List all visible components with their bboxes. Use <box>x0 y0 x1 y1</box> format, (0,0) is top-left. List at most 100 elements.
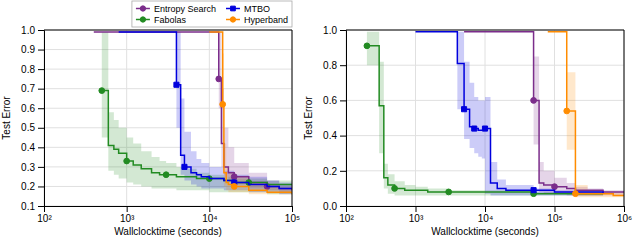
legend-label: Entropy Search <box>154 4 216 14</box>
marker <box>472 126 477 131</box>
grid-line <box>44 69 292 70</box>
tick-label: 0.6 <box>21 103 35 114</box>
line <box>367 46 603 194</box>
panel: 10²10³10⁴10⁵10⁶0.00.20.40.60.81.0Wallclo… <box>303 25 632 237</box>
tick: 0.6 <box>21 103 44 114</box>
tick-label: 0.1 <box>21 201 35 212</box>
marker <box>231 174 237 180</box>
marker <box>552 184 558 190</box>
legend-symbol <box>140 17 145 22</box>
marker <box>220 101 226 107</box>
tick-label: 10⁵ <box>285 213 300 224</box>
legend: Entropy SearchFabolasMTBOHyperband <box>132 1 292 27</box>
grid-line <box>624 30 625 206</box>
marker <box>482 126 487 131</box>
tick-label: 0.2 <box>323 166 337 177</box>
tick-label: 1.0 <box>323 25 337 36</box>
tick: 1.0 <box>21 25 44 36</box>
tick-mark <box>38 108 44 109</box>
marker <box>364 43 370 49</box>
tick: 0.9 <box>21 44 44 55</box>
line <box>119 32 292 188</box>
marker <box>573 191 579 197</box>
tick-label: 0.8 <box>21 64 35 75</box>
legend-item: Entropy Search <box>136 4 216 14</box>
tick-mark <box>485 206 486 212</box>
axis: 0.10.20.30.40.50.60.70.80.91.0 <box>21 25 44 212</box>
chart-root: 10²10³10⁴10⁵0.10.20.30.40.50.60.70.80.91… <box>0 0 640 240</box>
legend-label: Hyperband <box>244 15 288 25</box>
marker <box>531 188 536 193</box>
tick-mark <box>38 167 44 168</box>
tick: 10² <box>37 206 52 224</box>
tick-label: 10² <box>339 213 354 224</box>
tick-mark <box>38 147 44 148</box>
legend-symbol <box>230 17 235 22</box>
tick: 0.1 <box>21 201 44 212</box>
tick-mark <box>340 30 346 31</box>
tick-mark <box>38 69 44 70</box>
axis-line <box>347 207 625 213</box>
tick-mark <box>38 50 44 51</box>
legend-item: Hyperband <box>226 15 288 25</box>
grid-line <box>44 127 292 128</box>
marker <box>231 184 237 190</box>
tick-mark <box>38 186 44 187</box>
tick: 0.3 <box>21 162 44 173</box>
tick-mark <box>38 128 44 129</box>
grid-line <box>346 65 624 66</box>
tick-mark <box>555 206 556 212</box>
x-axis-title: Wallclocktime (seconds) <box>114 226 221 237</box>
tick: 0.2 <box>323 166 346 177</box>
tick: 10⁴ <box>478 206 493 224</box>
tick-label: 0.5 <box>21 122 35 133</box>
line <box>464 32 624 192</box>
marker <box>392 186 398 192</box>
frame-line <box>44 30 292 31</box>
band <box>367 32 603 196</box>
grid-line <box>44 49 292 50</box>
tick-label: 10⁶ <box>617 213 632 224</box>
axis-line <box>340 31 347 207</box>
tick-label: 0.9 <box>21 44 35 55</box>
y-axis-title: Test Error <box>1 96 12 140</box>
legend-box <box>132 1 292 27</box>
tick-mark <box>340 136 346 137</box>
plot-area <box>94 32 292 196</box>
legend-symbol <box>231 6 236 11</box>
tick-mark <box>340 65 346 66</box>
axis-line <box>38 31 45 207</box>
line <box>209 32 292 194</box>
band <box>548 32 624 197</box>
tick: 10⁵ <box>285 206 300 224</box>
tick: 0.8 <box>323 60 346 71</box>
grid-line <box>44 147 292 148</box>
tick-mark <box>340 171 346 172</box>
tick: 0.8 <box>21 64 44 75</box>
tick: 10⁶ <box>617 206 632 224</box>
tick-label: 0.2 <box>21 181 35 192</box>
tick: 0.5 <box>21 122 44 133</box>
tick-label: 10² <box>37 213 52 224</box>
marker <box>124 158 130 164</box>
tick-label: 1.0 <box>21 25 35 36</box>
frame-line <box>624 30 625 206</box>
tick-mark <box>38 89 44 90</box>
grid <box>346 30 624 206</box>
marker <box>531 98 537 104</box>
line <box>94 32 292 190</box>
marker <box>182 164 187 169</box>
tick: 0.7 <box>21 83 44 94</box>
grid-line <box>415 30 416 206</box>
axis: 10²10³10⁴10⁵10⁶ <box>339 206 632 224</box>
marker <box>462 107 467 112</box>
tick-mark <box>340 206 346 207</box>
band <box>119 32 292 194</box>
frame-line <box>292 30 293 206</box>
grid-line <box>346 30 624 31</box>
tick-mark <box>127 206 128 212</box>
tick: 0.0 <box>323 201 346 212</box>
frame-line <box>346 30 624 31</box>
tick: 1.0 <box>323 25 346 36</box>
grid-line <box>44 30 292 31</box>
